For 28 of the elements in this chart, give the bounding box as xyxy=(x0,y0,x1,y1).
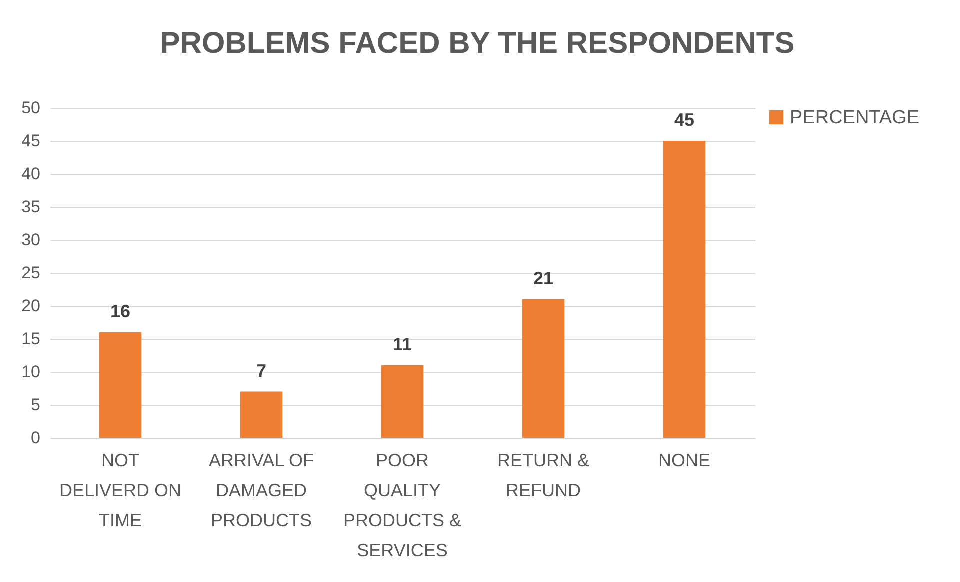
y-tick-label: 40 xyxy=(22,164,40,184)
x-tick-label: NOT DELIVERD ON TIME xyxy=(59,450,182,530)
y-tick-label: 20 xyxy=(22,296,40,316)
data-label: 21 xyxy=(533,268,554,288)
x-tick-label: NONE xyxy=(658,450,711,470)
data-label: 11 xyxy=(392,334,412,354)
data-label: 45 xyxy=(674,110,695,130)
y-tick-label: 10 xyxy=(22,362,40,382)
x-tick-label: POOR QUALITY PRODUCTS & SERVICES xyxy=(343,450,462,560)
bar xyxy=(522,299,565,438)
bar xyxy=(663,141,706,438)
y-tick-label: 0 xyxy=(31,428,40,448)
data-label: 16 xyxy=(110,301,131,322)
y-tick-label: 45 xyxy=(22,132,40,150)
bar xyxy=(381,365,424,438)
y-tick-label: 30 xyxy=(22,230,40,250)
y-tick-label: 25 xyxy=(22,264,40,282)
y-tick-label: 35 xyxy=(22,198,40,216)
y-tick-label: 15 xyxy=(22,330,40,348)
y-tick-label: 50 xyxy=(22,98,40,118)
bar xyxy=(240,392,283,438)
x-tick-label: ARRIVAL OF DAMAGED PRODUCTS xyxy=(208,450,314,530)
x-tick-label: RETURN & REFUND xyxy=(497,450,590,500)
bar xyxy=(99,332,142,438)
y-tick-label: 5 xyxy=(31,396,40,414)
legend-label: PERCENTAGE xyxy=(790,108,920,128)
chart-title: PROBLEMS FACED BY THE RESPONDENTS xyxy=(160,27,795,60)
data-label: 7 xyxy=(256,360,267,381)
